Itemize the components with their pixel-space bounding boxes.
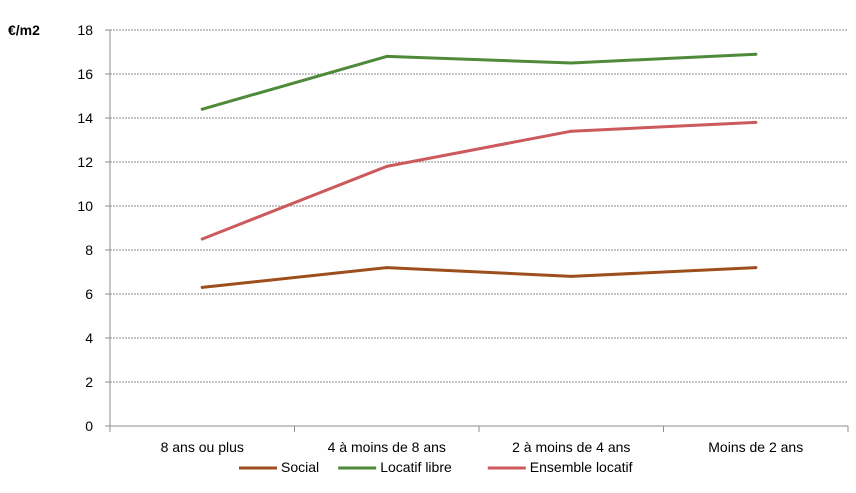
data-point bbox=[754, 266, 758, 270]
x-axis-ticks: 8 ans ou plus 4 à moins de 8 ans 2 à moins… bbox=[109, 426, 849, 455]
legend-label: Locatif libre bbox=[380, 459, 452, 475]
data-point bbox=[385, 54, 389, 58]
data-point bbox=[385, 266, 389, 270]
y-axis-unit-label: €/m2 bbox=[8, 22, 40, 38]
legend-label: Social bbox=[281, 459, 319, 475]
data-point bbox=[569, 274, 573, 278]
series-line bbox=[200, 120, 758, 241]
y-tick-label: 18 bbox=[77, 22, 93, 38]
data-point bbox=[569, 129, 573, 133]
y-tick-label: 2 bbox=[85, 374, 93, 390]
data-point bbox=[385, 164, 389, 168]
x-tick-label: 2 à moins de 4 ans bbox=[512, 439, 630, 455]
x-tick-label: 8 ans ou plus bbox=[161, 439, 244, 455]
legend-label: Ensemble locatif bbox=[530, 459, 633, 475]
data-point bbox=[200, 285, 204, 289]
data-point bbox=[569, 61, 573, 65]
axes bbox=[109, 30, 848, 427]
x-tick-label: 4 à moins de 8 ans bbox=[328, 439, 446, 455]
data-point bbox=[754, 120, 758, 124]
series-line bbox=[200, 266, 758, 289]
series-line bbox=[200, 52, 758, 111]
y-tick-label: 0 bbox=[85, 418, 93, 434]
gridlines bbox=[110, 29, 848, 383]
y-tick-label: 12 bbox=[77, 154, 93, 170]
series-lines bbox=[200, 52, 758, 289]
y-axis-ticks: 0 2 4 6 8 10 12 14 16 18 bbox=[77, 22, 110, 434]
data-point bbox=[754, 52, 758, 56]
y-tick-label: 8 bbox=[85, 242, 93, 258]
x-tick-label: Moins de 2 ans bbox=[708, 439, 803, 455]
data-point bbox=[200, 237, 204, 241]
y-tick-label: 4 bbox=[85, 330, 93, 346]
y-tick-label: 14 bbox=[77, 110, 93, 126]
y-tick-label: 16 bbox=[77, 66, 93, 82]
data-point bbox=[200, 107, 204, 111]
y-tick-label: 10 bbox=[77, 198, 93, 214]
y-tick-label: 6 bbox=[85, 286, 93, 302]
legend: Social Locatif libre Ensemble locatif bbox=[239, 459, 633, 475]
